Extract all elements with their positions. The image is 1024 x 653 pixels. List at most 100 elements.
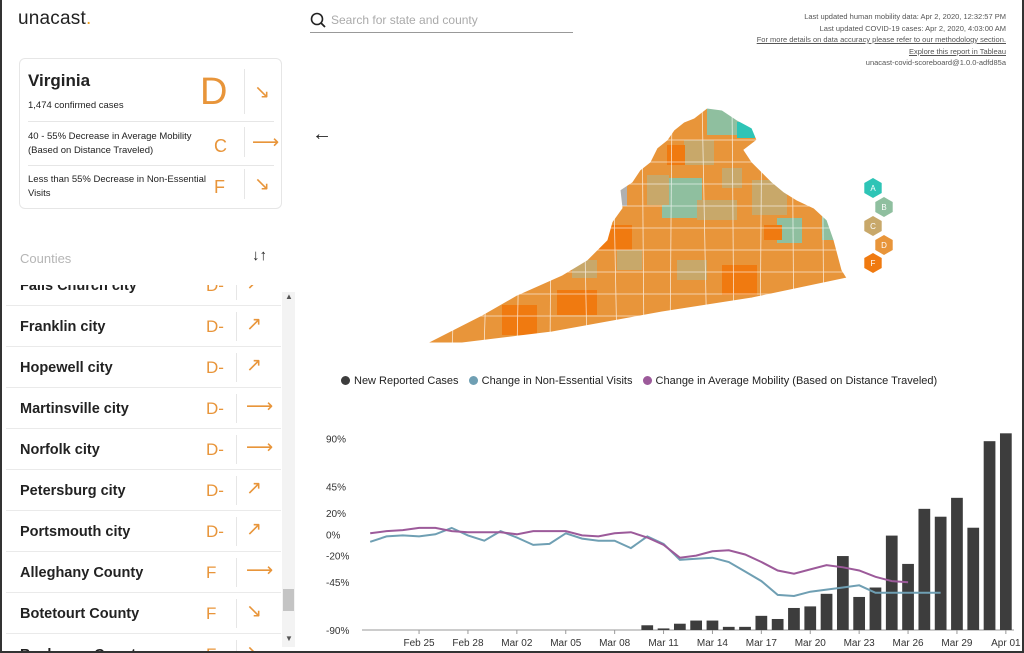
tableau-link[interactable]: Explore this report in Tableau <box>908 46 1006 56</box>
trend-up-icon: ↗ <box>246 285 262 295</box>
back-arrow-icon[interactable]: ← <box>312 123 332 145</box>
state-grade: D <box>200 71 228 113</box>
divider <box>244 169 245 199</box>
cases-mobility-chart[interactable]: 90% 45% 20% 0% -20% -45% -90% Feb 25 Feb 28 Mar 0… <box>302 418 1022 650</box>
x-tick-label: Mar 29 <box>941 638 973 649</box>
divider <box>244 127 245 157</box>
county-grade: D- <box>206 440 224 459</box>
cases-bar[interactable] <box>983 441 996 630</box>
average-mobility-line[interactable] <box>370 526 909 584</box>
county-grade: F <box>206 563 217 582</box>
grade-hex-d <box>875 235 893 255</box>
cases-bar[interactable] <box>722 626 735 630</box>
county-name: Botetourt County <box>20 606 140 622</box>
divider <box>236 599 237 628</box>
county-row[interactable]: Falls Church city D- ↗ <box>6 285 281 306</box>
county-row[interactable]: Buchanan County F ↘ <box>6 634 281 653</box>
county-row[interactable]: Portsmouth city D- ↗ <box>6 511 281 552</box>
divider <box>28 121 274 122</box>
x-tick-label: Mar 08 <box>599 638 631 649</box>
trend-flat-icon: ⟶ <box>246 437 274 458</box>
divider <box>236 285 237 300</box>
grade-hex-label: D <box>881 241 887 250</box>
county-row[interactable]: Alleghany County F ⟶ <box>6 552 281 593</box>
scroll-thumb[interactable] <box>283 589 294 611</box>
state-outline <box>426 107 848 344</box>
cases-bar[interactable] <box>771 618 784 630</box>
cases-bar[interactable] <box>673 623 686 630</box>
county-row[interactable]: Botetourt County F ↘ <box>6 593 281 634</box>
y-tick-label: 0% <box>326 530 341 541</box>
y-tick-label: 90% <box>326 435 346 446</box>
cases-bar[interactable] <box>706 620 719 630</box>
cases-updated-text: Last updated COVID-19 cases: Apr 2, 2020… <box>819 23 1006 33</box>
y-tick-label: -90% <box>326 626 349 637</box>
virginia-county-map[interactable] <box>422 100 862 350</box>
non-essential-visits-line[interactable] <box>369 526 941 598</box>
search-icon[interactable] <box>310 12 326 28</box>
scroll-down-icon[interactable]: ▼ <box>285 634 293 643</box>
divider <box>28 165 274 166</box>
legend-item-non-essential-visits[interactable]: Change in Non-Essential Visits <box>468 375 632 387</box>
county-name: Buchanan County <box>20 647 144 651</box>
legend-item-average-mobility[interactable]: Change in Average Mobility (Based on Dis… <box>642 375 937 387</box>
divider <box>236 476 237 505</box>
counties-heading: Counties <box>20 251 72 266</box>
cases-bar[interactable] <box>641 625 654 630</box>
methodology-link[interactable]: For more details on data accuracy please… <box>756 35 1006 44</box>
trend-up-icon: ↗ <box>246 355 262 376</box>
cases-bar[interactable] <box>755 615 768 630</box>
county-grade: D- <box>206 522 224 541</box>
trend-up-icon: ↗ <box>246 314 262 335</box>
cases-bar[interactable] <box>967 527 980 630</box>
arrow-right-icon: ⟶ <box>252 132 280 153</box>
county-list-scrollbar[interactable]: ▲ ▼ <box>282 292 295 647</box>
arrow-down-right-icon: ↘ <box>254 174 270 195</box>
y-tick-label: -20% <box>326 552 349 563</box>
sort-icon[interactable]: ↓↑ <box>252 247 267 264</box>
county-row[interactable]: Norfolk city D- ⟶ <box>6 429 281 470</box>
divider <box>236 517 237 546</box>
cases-bar[interactable] <box>951 497 963 630</box>
trend-up-icon: ↗ <box>246 519 262 540</box>
county-row[interactable]: Petersburg city D- ↗ <box>6 470 281 511</box>
divider <box>236 312 237 341</box>
search-input[interactable] <box>331 13 571 27</box>
x-tick-label: Feb 25 <box>403 638 435 649</box>
county-grade: D- <box>206 285 224 295</box>
map-counties[interactable] <box>422 100 862 350</box>
cases-bar[interactable] <box>885 535 898 630</box>
cases-bar[interactable] <box>657 628 670 630</box>
legend-item-new-cases[interactable]: New Reported Cases <box>341 375 459 387</box>
grade-hex-b <box>875 197 893 217</box>
cases-bar[interactable] <box>999 433 1012 630</box>
cases-bar[interactable] <box>869 587 882 630</box>
county-name: Franklin city <box>20 319 106 335</box>
legend-dot <box>642 376 652 385</box>
cases-bar[interactable] <box>836 556 849 630</box>
grade-legend: A B C DF <box>864 178 893 273</box>
grade-hex-f <box>864 253 882 273</box>
county-row[interactable]: Franklin city D- ↗ <box>6 306 281 347</box>
trend-down-icon: ↘ <box>246 642 262 653</box>
scroll-up-icon[interactable]: ▲ <box>285 292 293 301</box>
unacast-logo[interactable]: unacast. <box>18 8 92 29</box>
cases-bar[interactable] <box>853 596 866 630</box>
cases-bar[interactable] <box>934 516 947 630</box>
county-name: Martinsville city <box>20 401 129 417</box>
cases-bar[interactable] <box>902 563 914 630</box>
county-row[interactable]: Martinsville city D- ⟶ <box>6 388 281 429</box>
cases-bar[interactable] <box>739 626 751 630</box>
cases-bar[interactable] <box>804 606 817 630</box>
county-row[interactable]: Hopewell city D- ↗ <box>6 347 281 388</box>
cases-bar[interactable] <box>820 593 833 630</box>
mobility-updated-text: Last updated human mobility data: Apr 2,… <box>804 12 1006 21</box>
county-name: Petersburg city <box>20 483 126 499</box>
cases-bar[interactable] <box>918 508 931 630</box>
grade-hex-label: C <box>870 222 876 231</box>
cases-bar[interactable] <box>788 607 800 630</box>
county-name: Hopewell city <box>20 360 113 376</box>
cases-bar[interactable] <box>690 620 703 630</box>
